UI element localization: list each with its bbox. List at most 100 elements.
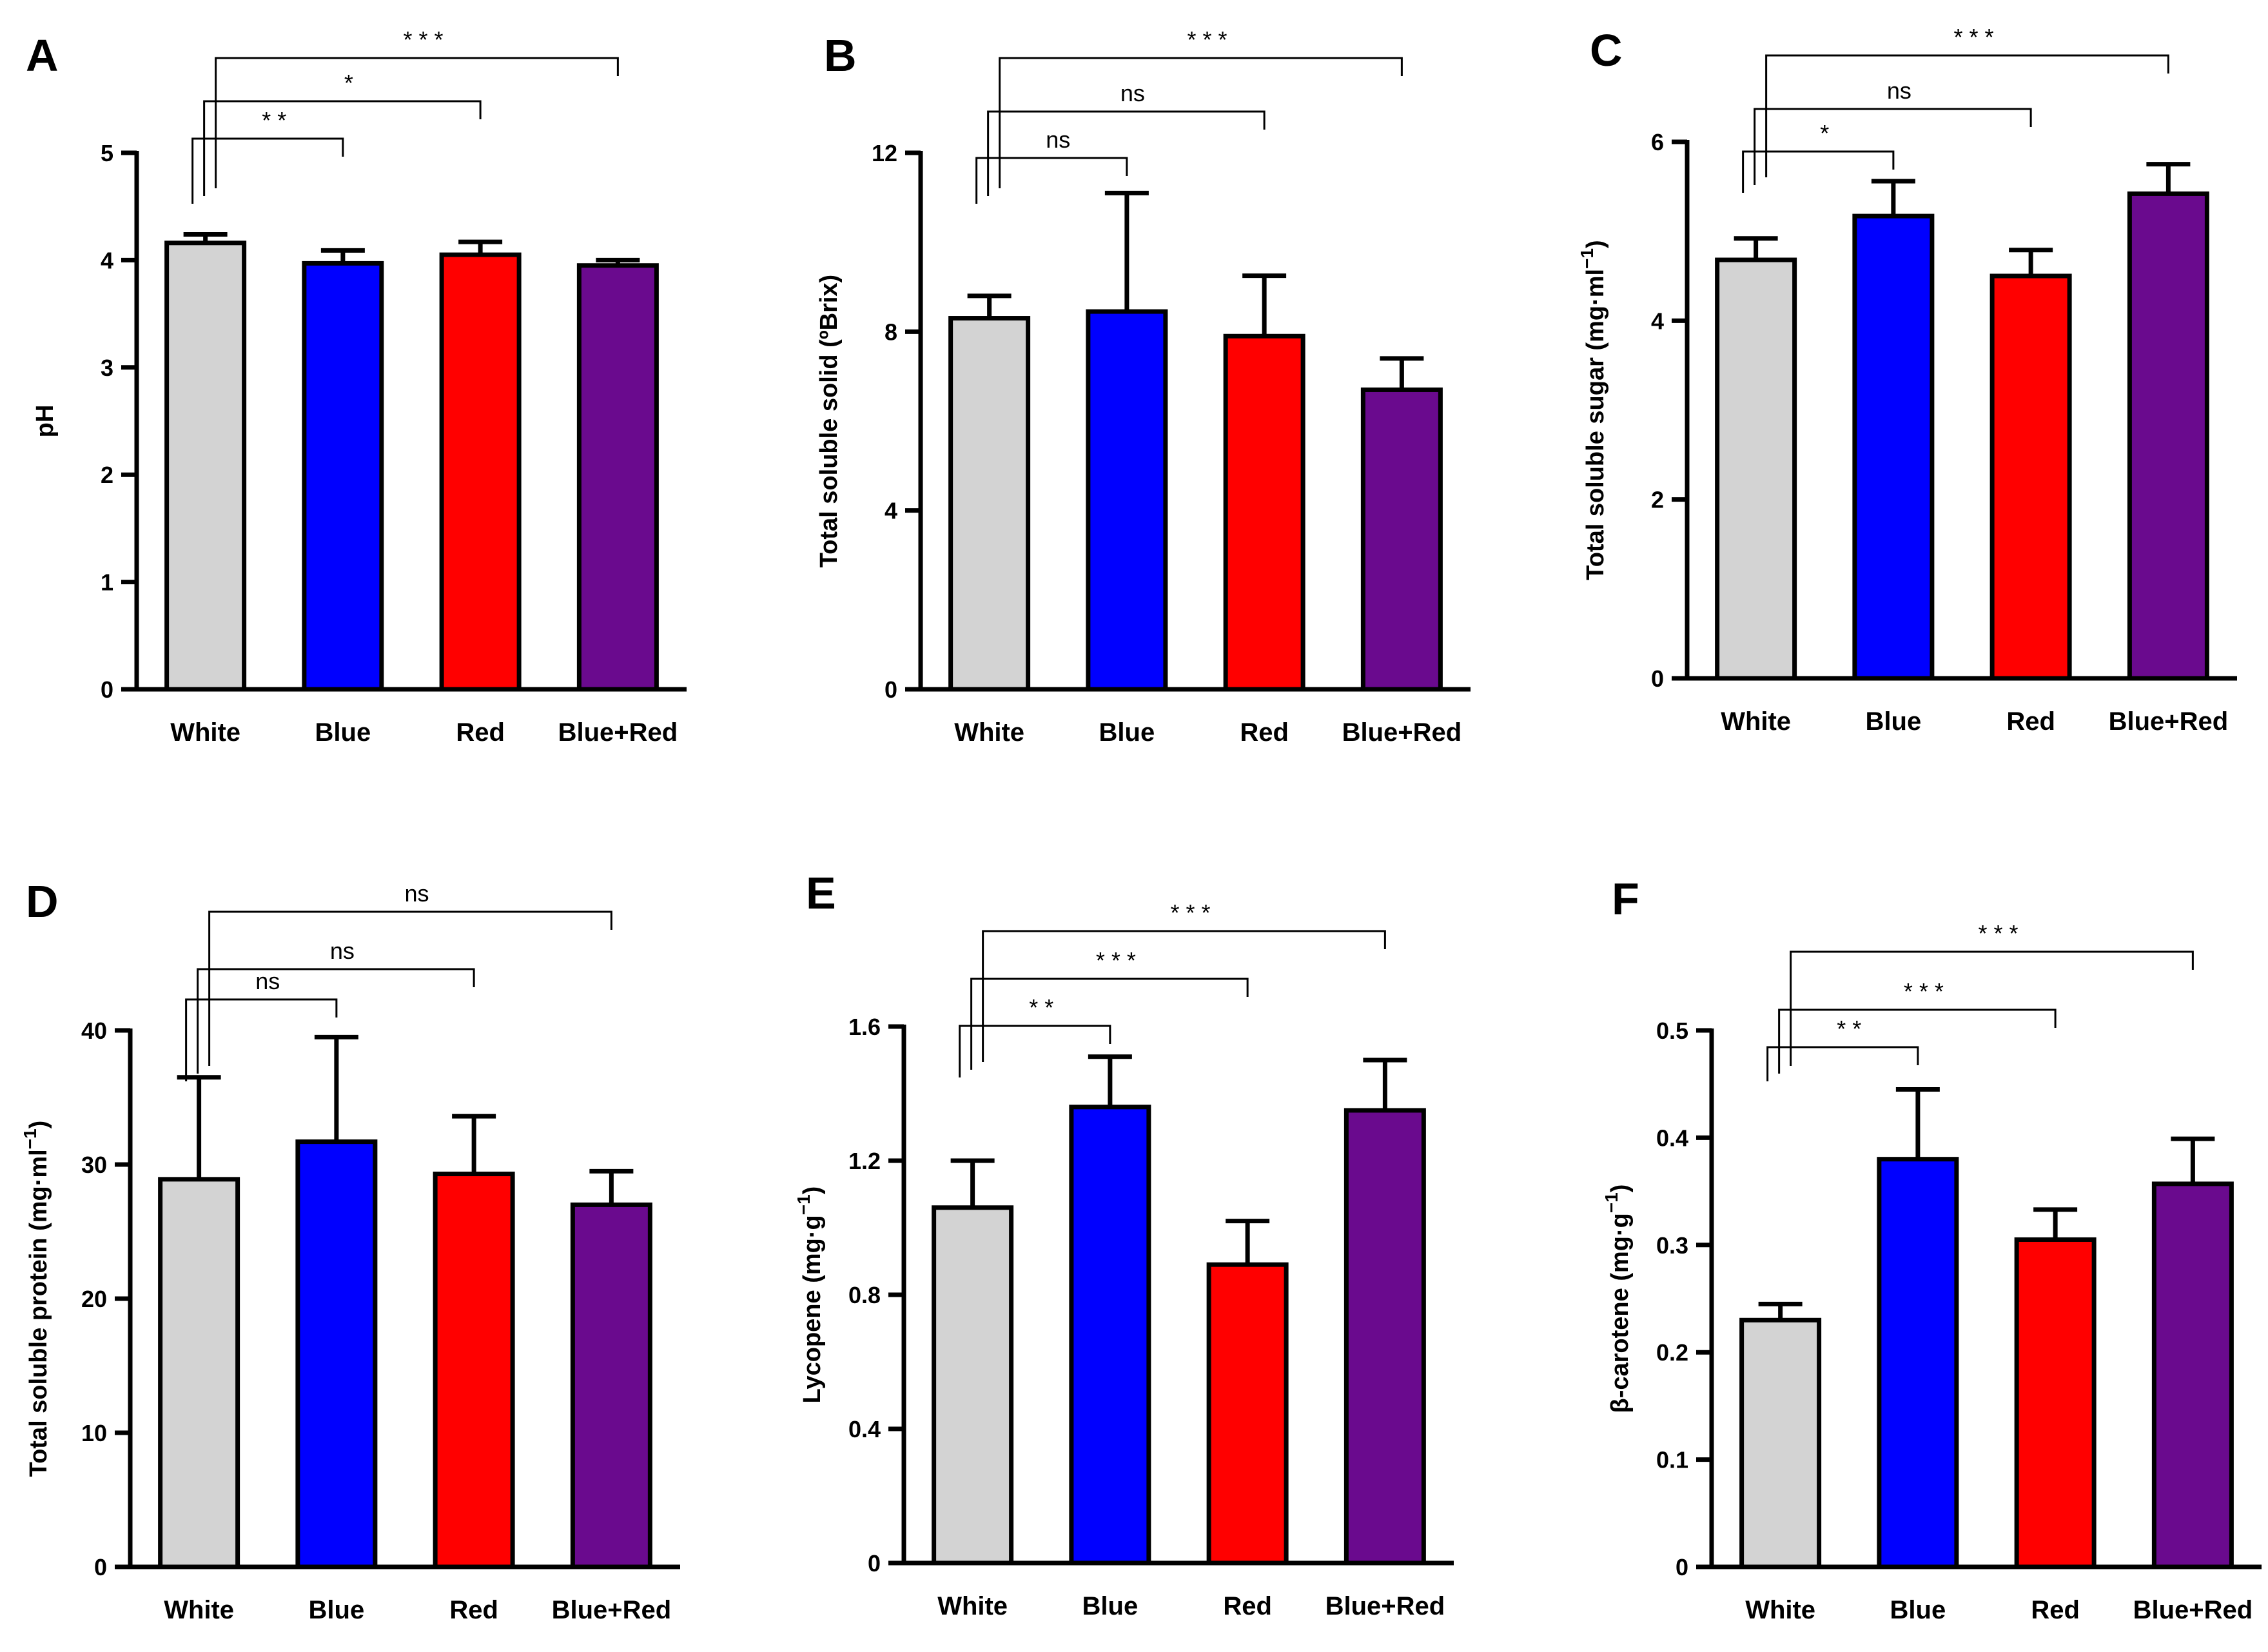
y-tick-label: 4 bbox=[101, 247, 113, 273]
panel-label: A bbox=[26, 30, 59, 81]
panel-D: D White Blue Red Blue+Red 0 10 20 30 40 Total solu… bbox=[20, 876, 680, 1624]
category-label: Blue bbox=[1866, 707, 1922, 736]
bar-red bbox=[1206, 1262, 1289, 1566]
bar-white bbox=[1715, 257, 1797, 681]
category-label: Blue+Red bbox=[1342, 718, 1462, 747]
y-tick-label: 4 bbox=[885, 498, 897, 524]
y-tick-label: 3 bbox=[101, 355, 113, 381]
y-tick-label: 2 bbox=[101, 462, 113, 488]
y-tick-label: 6 bbox=[1651, 129, 1664, 155]
significance-label: ns bbox=[1046, 126, 1070, 153]
y-tick-label: 0.4 bbox=[1656, 1125, 1688, 1151]
category-label: White bbox=[954, 718, 1024, 747]
significance-label: ns bbox=[404, 880, 429, 907]
significance-label: ns bbox=[1887, 77, 1911, 104]
significance-bracket bbox=[1765, 54, 2169, 177]
significance-bracket bbox=[197, 968, 475, 1074]
significance-label: * * bbox=[1837, 1016, 1861, 1042]
bar-blue-red bbox=[2151, 1181, 2234, 1569]
bar-red bbox=[1223, 333, 1305, 692]
category-label: White bbox=[937, 1592, 1008, 1620]
y-tick-label: 10 bbox=[81, 1420, 107, 1446]
significance-bracket bbox=[959, 1025, 1111, 1077]
significance-label: * * * bbox=[1170, 900, 1210, 926]
significance-label: * * bbox=[1029, 994, 1053, 1021]
y-tick-label: 0 bbox=[868, 1550, 881, 1577]
category-label: Red bbox=[1223, 1592, 1272, 1620]
category-label: White bbox=[1745, 1596, 1815, 1624]
significance-label: * * * bbox=[1096, 947, 1136, 974]
bar-blue bbox=[1069, 1105, 1151, 1566]
y-tick-label: 0.2 bbox=[1656, 1339, 1688, 1366]
category-label: White bbox=[164, 1596, 234, 1624]
y-tick-label: 0 bbox=[94, 1554, 107, 1580]
y-axis-title: β-carotene (mg·g−1) bbox=[1601, 1185, 1634, 1413]
category-label: White bbox=[170, 718, 240, 747]
significance-bracket bbox=[970, 978, 1249, 1070]
y-tick-label: 0.1 bbox=[1656, 1447, 1688, 1473]
panel-label: C bbox=[1590, 25, 1623, 75]
bar-blue-red bbox=[1344, 1108, 1426, 1566]
significance-label: ns bbox=[1120, 80, 1145, 106]
y-axis-title: Total soluble solid (ºBrix) bbox=[816, 275, 843, 567]
category-label: Blue bbox=[309, 1596, 365, 1624]
y-tick-label: 20 bbox=[81, 1286, 107, 1312]
bar-red bbox=[433, 1172, 515, 1569]
y-tick-label: 0 bbox=[1651, 665, 1664, 692]
y-tick-label: 0.3 bbox=[1656, 1232, 1688, 1259]
significance-bracket bbox=[203, 100, 482, 196]
category-label: Blue bbox=[1082, 1592, 1139, 1620]
y-axis-title: Total soluble sugar (mg·ml−1) bbox=[1577, 240, 1609, 580]
y-tick-label: 1.2 bbox=[848, 1148, 881, 1174]
category-label: Red bbox=[456, 718, 505, 747]
significance-bracket bbox=[975, 157, 1128, 204]
panel-label: D bbox=[26, 876, 59, 927]
panel-A: A White Blue Red Blue+Red 0 1 2 3 4 5 pH * * * * * * bbox=[26, 26, 687, 747]
y-tick-label: 0 bbox=[1676, 1554, 1688, 1580]
y-tick-label: 12 bbox=[872, 140, 897, 166]
panel-E: E White Blue Red Blue+Red 0 0.4 0.8 1.2 1.6 Lycope… bbox=[794, 868, 1454, 1620]
bar-blue-red bbox=[576, 263, 659, 692]
y-axis-title: pH bbox=[32, 405, 59, 438]
y-tick-label: 0 bbox=[885, 676, 897, 703]
bar-white bbox=[948, 316, 1031, 692]
y-tick-label: 0.8 bbox=[848, 1282, 881, 1308]
panel-F: F White Blue Red Blue+Red 0 0.1 0.2 0.3 0.4 0.5 β-c… bbox=[1601, 874, 2262, 1624]
category-label: Red bbox=[2006, 707, 2055, 736]
significance-bracket bbox=[191, 137, 344, 204]
y-tick-label: 0.4 bbox=[848, 1416, 881, 1442]
category-label: Blue+Red bbox=[552, 1596, 672, 1624]
bar-blue bbox=[1852, 213, 1935, 681]
significance-bracket bbox=[999, 57, 1403, 188]
category-label: Blue bbox=[1890, 1596, 1946, 1624]
significance-bracket bbox=[1766, 1046, 1919, 1081]
category-label: White bbox=[1721, 707, 1791, 736]
significance-label: ns bbox=[330, 938, 355, 964]
category-label: Red bbox=[1240, 718, 1289, 747]
significance-label: ns bbox=[255, 968, 280, 994]
bar-blue-red bbox=[570, 1202, 652, 1569]
significance-label: * bbox=[1820, 120, 1829, 146]
bar-blue-red bbox=[1360, 387, 1443, 692]
panel-B: B White Blue Red Blue+Red 0 4 8 12 Total soluble … bbox=[816, 26, 1471, 747]
significance-bracket bbox=[1742, 150, 1895, 193]
y-tick-label: 0.5 bbox=[1656, 1018, 1688, 1044]
panel-label: B bbox=[824, 30, 857, 81]
bar-white bbox=[1739, 1317, 1822, 1569]
category-label: Blue bbox=[1099, 718, 1155, 747]
y-tick-label: 2 bbox=[1651, 487, 1664, 513]
panel-label: E bbox=[806, 868, 836, 918]
significance-bracket bbox=[1778, 1008, 2057, 1074]
y-tick-label: 5 bbox=[101, 140, 113, 166]
bar-red bbox=[1989, 273, 2072, 681]
category-label: Blue+Red bbox=[1325, 1592, 1445, 1620]
bar-white bbox=[158, 1177, 240, 1569]
y-tick-label: 8 bbox=[885, 319, 897, 345]
significance-bracket bbox=[215, 57, 619, 188]
category-label: Red bbox=[449, 1596, 498, 1624]
panel-label: F bbox=[1612, 874, 1639, 924]
significance-label: * * * bbox=[1953, 24, 1993, 50]
bar-blue bbox=[1086, 309, 1168, 692]
category-label: Blue+Red bbox=[2109, 707, 2229, 736]
